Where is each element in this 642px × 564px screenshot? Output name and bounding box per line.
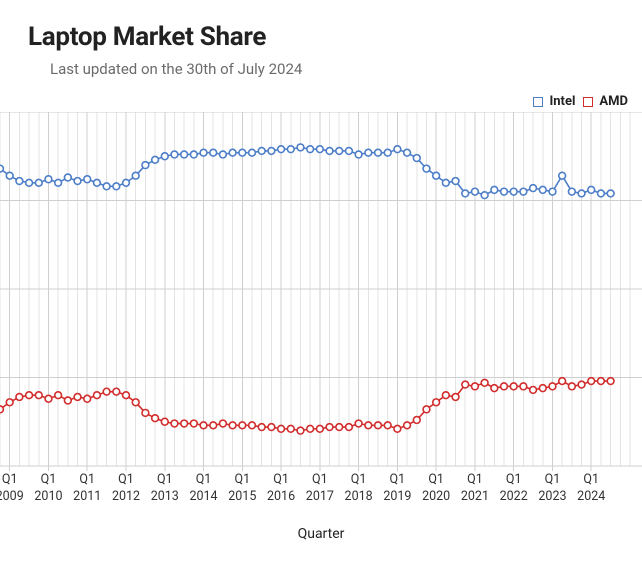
x-tick-label: Q12017: [306, 472, 334, 506]
x-tick-label: Q12016: [267, 472, 295, 506]
x-tick-label: Q12009: [0, 472, 24, 506]
x-tick-label: Q12012: [112, 472, 140, 506]
x-tick-label: Q12018: [345, 472, 373, 506]
x-tick-label: Q12015: [228, 472, 256, 506]
x-tick-label: Q12011: [73, 472, 101, 506]
legend-label-amd: AMD: [599, 94, 628, 109]
x-tick-label: Q12014: [189, 472, 217, 506]
x-tick-label: Q12024: [577, 472, 605, 506]
x-tick-label: Q12013: [151, 472, 179, 506]
chart-area: [0, 112, 642, 472]
x-tick-label: Q12021: [461, 472, 489, 506]
x-axis-title: Quarter: [0, 526, 642, 542]
x-tick-label: Q12019: [383, 472, 411, 506]
legend-swatch-amd: [583, 97, 593, 107]
x-tick-label: Q12022: [500, 472, 528, 506]
legend: Intel AMD: [533, 94, 628, 109]
x-tick-label: Q12020: [422, 472, 450, 506]
x-tick-label: Q12023: [538, 472, 566, 506]
x-tick-label: Q12010: [34, 472, 62, 506]
chart-svg: [0, 112, 642, 472]
chart-title: Laptop Market Share: [28, 22, 266, 52]
x-axis-labels: Q12009 Q12010 Q12011 Q12012 Q12013 Q12014 Q120…: [0, 472, 642, 512]
legend-label-intel: Intel: [549, 94, 575, 109]
legend-swatch-intel: [533, 97, 543, 107]
chart-subtitle: Last updated on the 30th of July 2024: [50, 60, 302, 78]
